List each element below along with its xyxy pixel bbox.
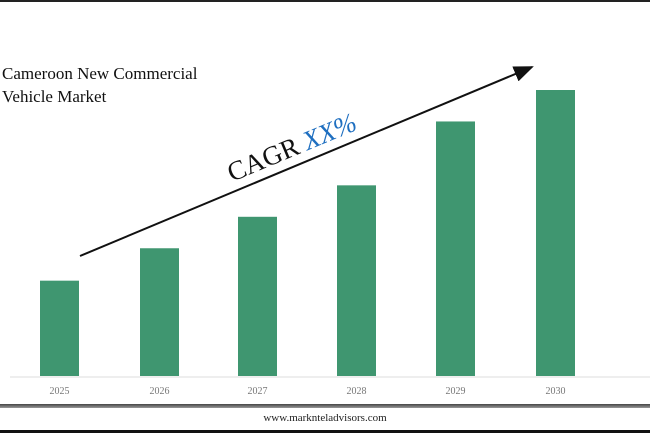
bar-2027 (238, 216, 277, 376)
x-tick-label: 2029 (446, 386, 466, 397)
trend-arrow (79, 66, 534, 257)
bar-2029 (436, 121, 475, 377)
x-tick-label: 2026 (150, 386, 170, 397)
x-tick-label: 2030 (546, 386, 566, 397)
bar-2026 (140, 248, 179, 376)
x-tick-label: 2025 (50, 386, 70, 397)
bar-2025 (40, 280, 79, 376)
bar-2030 (536, 90, 575, 376)
bar-2028 (337, 185, 376, 376)
top-border (0, 0, 650, 2)
chart-title: Cameroon New Commercial Vehicle Market (2, 64, 198, 106)
x-tick-label: 2027 (248, 386, 268, 397)
x-tick-label: 2028 (347, 386, 367, 397)
footer-separator (0, 404, 650, 408)
footer-url: www.marknteladvisors.com (263, 412, 387, 424)
cagr-value: XX% (297, 107, 361, 156)
bottom-border (0, 430, 650, 433)
